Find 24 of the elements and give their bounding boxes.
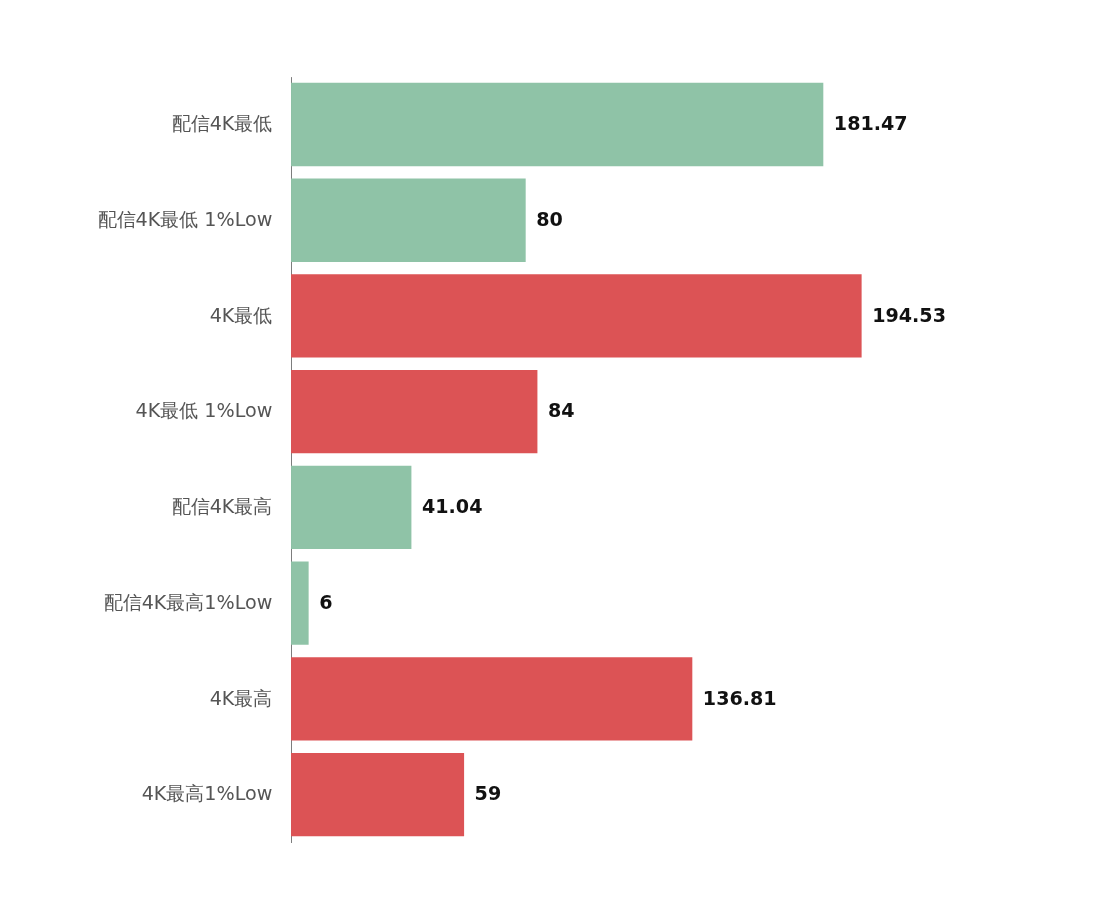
y-tick-label: 4K最低 1%Low (135, 399, 273, 423)
data-label: 59 (474, 782, 502, 806)
bar (291, 465, 412, 550)
y-tick-label: 配信4K最高 (171, 495, 273, 519)
data-label: 181.47 (833, 112, 908, 136)
y-tick-label: 4K最高1%Low (141, 782, 273, 806)
bar (291, 82, 824, 167)
bar (291, 753, 465, 837)
y-tick-label: 4K最高 (209, 686, 273, 710)
y-tick-label: 配信4K最高1%Low (103, 590, 273, 614)
bar (291, 274, 862, 358)
y-tick-label: 配信4K最低 (171, 112, 273, 136)
data-label: 84 (547, 399, 575, 423)
data-label: 41.04 (421, 495, 483, 519)
data-label: 194.53 (872, 303, 946, 327)
y-tick-label: 4K最低 (209, 303, 273, 327)
data-label: 136.81 (702, 686, 777, 710)
y-tick-label: 配信4K最低 1%Low (97, 207, 273, 231)
data-label: 6 (319, 590, 333, 614)
bar (291, 561, 309, 645)
bar (291, 178, 526, 262)
bar (291, 657, 693, 741)
bar (291, 370, 538, 454)
data-label: 80 (536, 207, 563, 231)
